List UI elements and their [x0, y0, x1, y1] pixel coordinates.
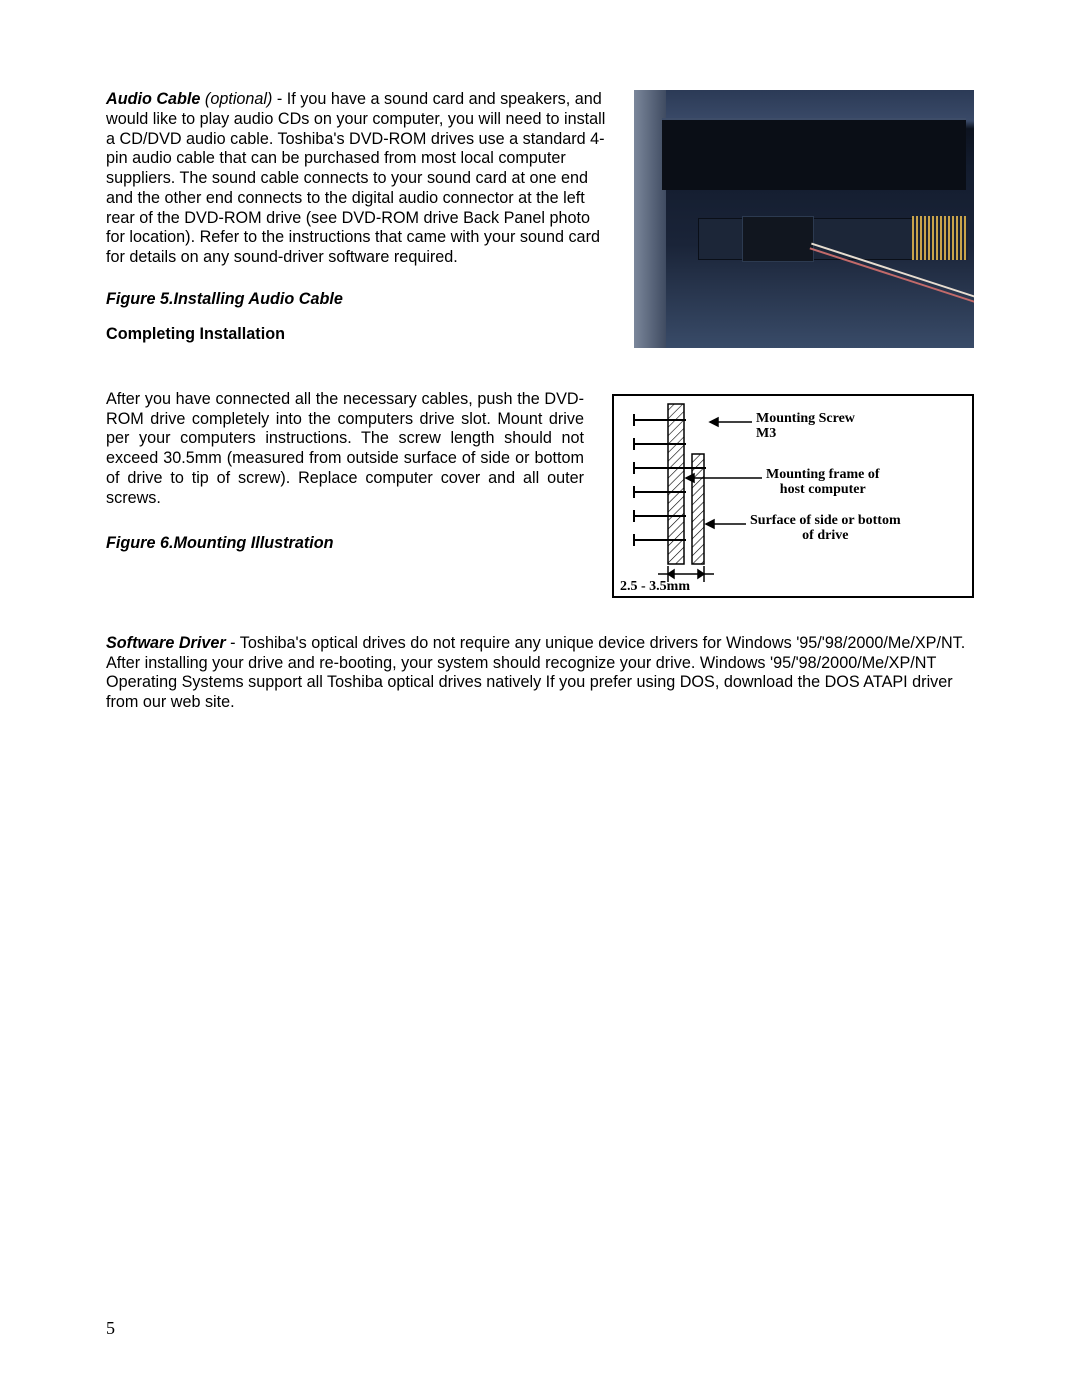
figure-6-caption: Figure 6.Mounting Illustration: [106, 534, 584, 553]
audio-cable-body: - If you have a sound card and speakers,…: [106, 90, 605, 266]
diagram-label-frame: Mounting frame of host computer: [766, 468, 880, 497]
completing-installation-text-column: After you have connected all the necessa…: [106, 390, 584, 570]
diagram-label-dimension: 2.5 - 3.5mm: [620, 580, 690, 595]
completing-installation-section: After you have connected all the necessa…: [106, 390, 974, 598]
optional-label: (optional): [200, 90, 272, 108]
audio-cable-text-column: Audio Cable (optional) - If you have a s…: [106, 90, 610, 372]
figure-5-caption: Figure 5.Installing Audio Cable: [106, 290, 610, 309]
audio-cable-paragraph: Audio Cable (optional) - If you have a s…: [106, 90, 610, 268]
completing-installation-heading: Completing Installation: [106, 325, 610, 344]
software-driver-label: Software Driver: [106, 634, 226, 652]
audio-cable-photo: [634, 90, 974, 348]
photo-ide-pins: [912, 216, 968, 260]
photo-drive: [662, 118, 966, 190]
software-driver-section: Software Driver - Toshiba's optical driv…: [106, 634, 974, 713]
page-number: 5: [106, 1318, 115, 1339]
diagram-label-screw: Mounting Screw M3: [756, 412, 855, 441]
software-driver-body: - Toshiba's optical drives do not requir…: [106, 634, 965, 711]
photo-audio-plug: [742, 216, 814, 262]
software-driver-paragraph: Software Driver - Toshiba's optical driv…: [106, 634, 974, 713]
completing-installation-body: After you have connected all the necessa…: [106, 390, 584, 509]
audio-cable-label: Audio Cable: [106, 90, 200, 108]
diagram-label-surface: Surface of side or bottom of drive: [750, 514, 901, 543]
mounting-diagram: Mounting Screw M3 Mounting frame of host…: [612, 394, 974, 598]
audio-cable-section: Audio Cable (optional) - If you have a s…: [106, 90, 974, 372]
document-page: Audio Cable (optional) - If you have a s…: [0, 0, 1080, 1397]
